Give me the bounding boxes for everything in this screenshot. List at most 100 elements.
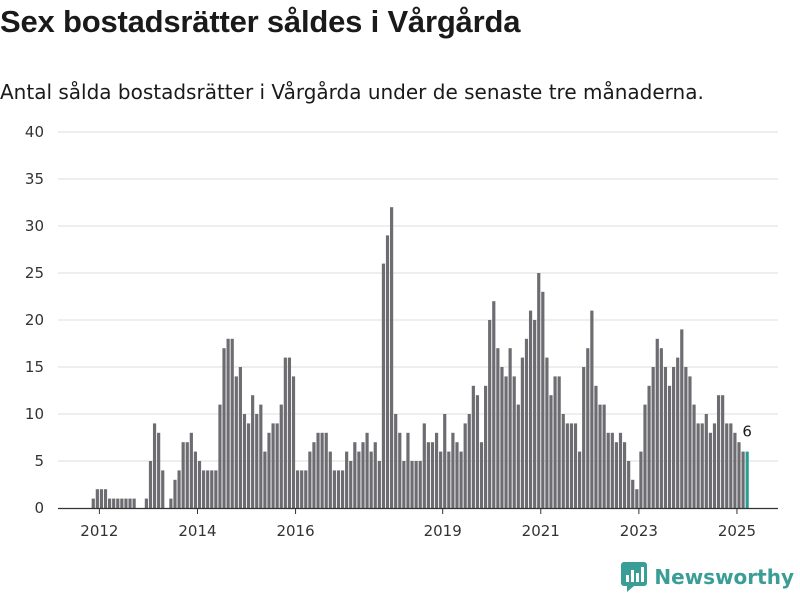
bar: [700, 423, 704, 508]
bar: [439, 451, 443, 508]
bar: [512, 376, 516, 508]
bar: [259, 404, 263, 508]
x-tick-label: 2014: [178, 522, 216, 540]
bar: [402, 461, 406, 508]
bar: [206, 470, 210, 508]
bar: [157, 432, 161, 508]
bar: [557, 376, 561, 508]
bar: [451, 432, 455, 508]
bar: [737, 442, 741, 508]
x-tick-label: 2021: [522, 522, 560, 540]
bar: [132, 498, 136, 508]
bar: [721, 395, 725, 508]
newsworthy-brand[interactable]: Newsworthy: [621, 562, 794, 592]
bar: [246, 423, 251, 508]
bar: [537, 273, 541, 508]
bar: [504, 376, 508, 508]
bar: [696, 423, 700, 508]
brand-name: Newsworthy: [654, 565, 794, 589]
bar: [533, 320, 537, 508]
bar: [590, 310, 594, 508]
bar: [369, 451, 373, 508]
bar: [304, 470, 308, 508]
bar: [712, 423, 717, 508]
bar: [308, 451, 312, 508]
bar: [508, 348, 512, 508]
bar: [492, 301, 496, 508]
bar: [365, 432, 369, 508]
bar: [385, 235, 390, 508]
bar: [606, 432, 610, 508]
bar: [324, 432, 328, 508]
bar: [91, 498, 95, 508]
bar: [267, 432, 271, 508]
bar: [463, 423, 467, 508]
bar: [663, 367, 668, 508]
bar: [627, 461, 631, 508]
bar: [320, 432, 324, 508]
bar: [598, 404, 602, 508]
bar: [676, 357, 680, 508]
bar: [614, 442, 618, 508]
bar: [349, 461, 353, 508]
bar: [672, 367, 676, 508]
bar: [112, 498, 116, 508]
bar: [635, 489, 639, 508]
bar: [434, 432, 439, 508]
bar: [561, 414, 565, 508]
x-tick-label: 2023: [620, 522, 658, 540]
gridlines: [58, 131, 778, 462]
latest-value-label: 6: [742, 423, 752, 441]
bar: [647, 385, 651, 508]
bar: [242, 414, 247, 508]
bar: [716, 395, 721, 508]
y-tick-label: 25: [25, 264, 44, 282]
bar: [279, 404, 283, 508]
bar: [582, 367, 586, 508]
bar: [173, 479, 177, 508]
x-axis: 2012 2014 2016 2019 2021 2023 2025: [58, 507, 778, 540]
bar: [377, 461, 381, 508]
bar: [193, 451, 198, 508]
chart-title: Sex bostadsrätter såldes i Vårgårda: [0, 4, 521, 39]
y-axis-ticks: 0 5 10 15 20 25 30 35 40: [25, 123, 44, 517]
bar: [181, 442, 185, 508]
bar: [594, 385, 598, 508]
y-tick-label: 15: [25, 358, 44, 376]
bar: [455, 442, 459, 508]
bar: [659, 348, 663, 508]
bar: [725, 423, 729, 508]
bar: [312, 442, 316, 508]
bar: [733, 432, 737, 508]
bar: [300, 470, 304, 508]
bar: [345, 451, 349, 508]
bar: [226, 338, 230, 508]
bar: [684, 367, 688, 508]
bar: [471, 385, 475, 508]
bar: [275, 423, 279, 508]
bar: [426, 442, 430, 508]
bar: [108, 498, 112, 508]
bar: [443, 414, 447, 508]
bar: [296, 470, 300, 508]
bar: [124, 498, 128, 508]
bar: [271, 423, 275, 508]
x-tick-label: 2019: [424, 522, 462, 540]
bar: [177, 470, 181, 508]
bar: [210, 470, 214, 508]
bar: [430, 442, 435, 508]
y-tick-label: 20: [25, 311, 44, 329]
bars: [91, 207, 749, 508]
bar: [357, 451, 361, 508]
bar-latest: [745, 451, 749, 508]
bar: [197, 461, 202, 508]
bar: [218, 404, 222, 508]
bar: [202, 470, 206, 508]
bar: [283, 357, 287, 508]
bar: [622, 442, 627, 508]
bar: [361, 442, 365, 508]
bar: [120, 498, 124, 508]
y-tick-label: 40: [25, 123, 44, 141]
y-tick-label: 5: [34, 452, 44, 470]
bar: [406, 432, 410, 508]
